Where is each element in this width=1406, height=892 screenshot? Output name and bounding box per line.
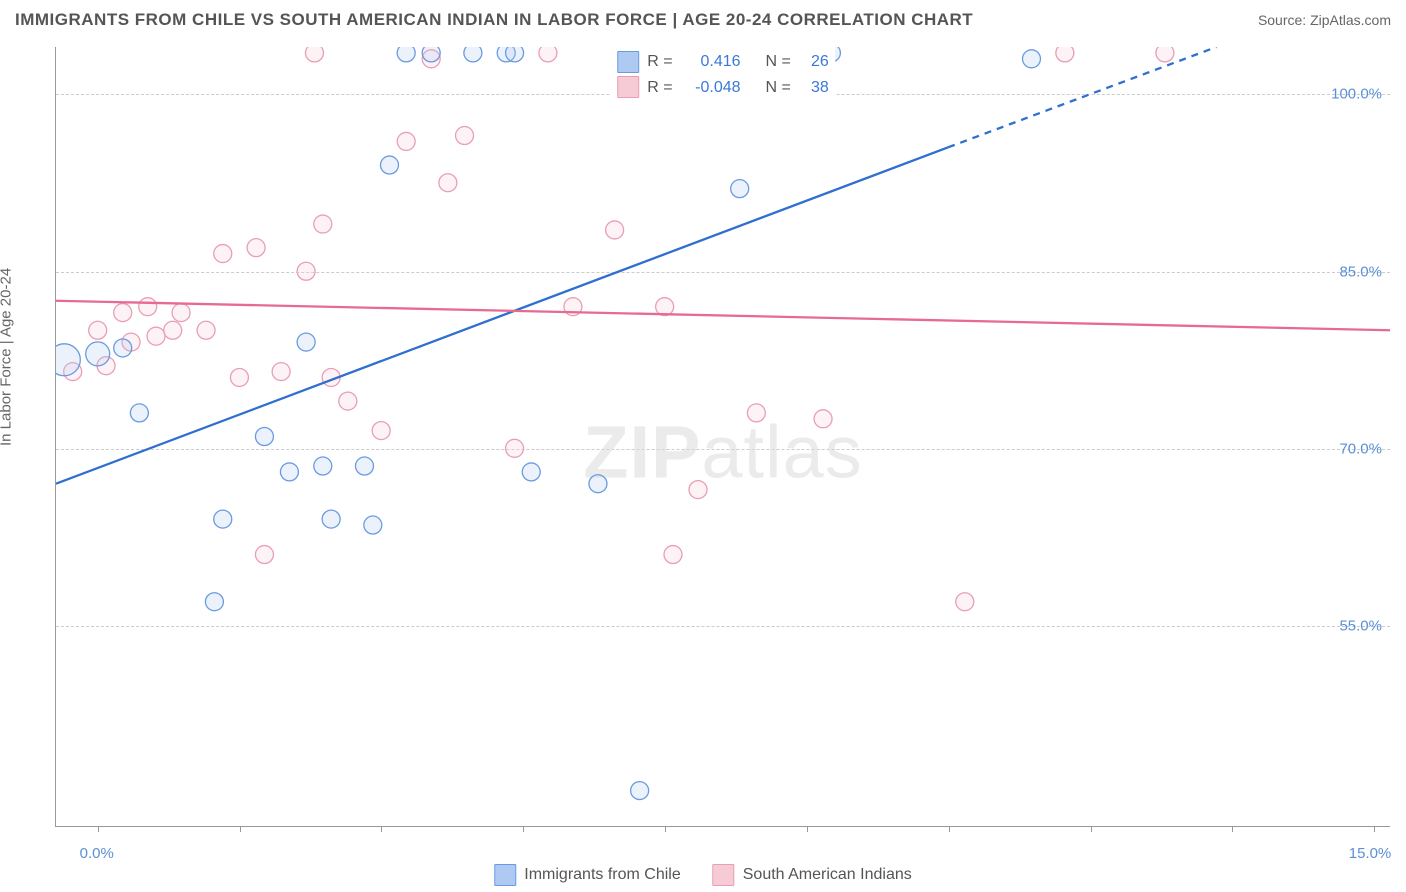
x-tick bbox=[949, 826, 950, 832]
sai-marker bbox=[247, 239, 265, 257]
sai-marker bbox=[372, 422, 390, 440]
sai-trend-line bbox=[56, 301, 1390, 331]
stats-row-sai: R = -0.048 N = 38 bbox=[617, 75, 829, 101]
sai-legend-swatch-icon bbox=[713, 864, 735, 886]
chile-marker bbox=[631, 782, 649, 800]
sai-marker bbox=[297, 262, 315, 280]
x-tick bbox=[240, 826, 241, 832]
sai-marker bbox=[439, 174, 457, 192]
chile-marker bbox=[314, 457, 332, 475]
chile-swatch-icon bbox=[617, 51, 639, 73]
x-tick bbox=[1232, 826, 1233, 832]
chile-marker bbox=[255, 428, 273, 446]
legend-item-sai: South American Indians bbox=[713, 864, 912, 886]
sai-marker bbox=[397, 132, 415, 150]
x-tick bbox=[665, 826, 666, 832]
x-tick bbox=[381, 826, 382, 832]
sai-marker bbox=[114, 304, 132, 322]
sai-marker bbox=[172, 304, 190, 322]
chile-marker bbox=[731, 180, 749, 198]
chile-marker bbox=[214, 510, 232, 528]
sai-marker bbox=[197, 321, 215, 339]
sai-marker bbox=[230, 368, 248, 386]
sai-marker bbox=[89, 321, 107, 339]
sai-legend-label: South American Indians bbox=[743, 866, 912, 884]
sai-marker bbox=[272, 363, 290, 381]
stat-r-label: R = bbox=[647, 49, 672, 75]
x-tick bbox=[1374, 826, 1375, 832]
chile-marker bbox=[1022, 50, 1040, 68]
correlation-stats-legend: R = 0.416 N = 26 R = -0.048 N = 38 bbox=[611, 47, 835, 102]
x-axis-end-label: 15.0% bbox=[1349, 845, 1392, 862]
chart-source: Source: ZipAtlas.com bbox=[1258, 12, 1391, 28]
sai-swatch-icon bbox=[617, 76, 639, 98]
sai-marker bbox=[1056, 47, 1074, 62]
stat-r-label-2: R = bbox=[647, 75, 672, 101]
chile-marker bbox=[114, 339, 132, 357]
x-axis-start-label: 0.0% bbox=[80, 845, 114, 862]
sai-marker bbox=[255, 546, 273, 564]
x-tick bbox=[1091, 826, 1092, 832]
stats-row-chile: R = 0.416 N = 26 bbox=[617, 49, 829, 75]
series-legend: Immigrants from Chile South American Ind… bbox=[494, 864, 911, 886]
chile-marker bbox=[86, 342, 110, 366]
chile-marker bbox=[506, 47, 524, 62]
sai-marker bbox=[956, 593, 974, 611]
chile-marker bbox=[464, 47, 482, 62]
sai-marker bbox=[747, 404, 765, 422]
stat-n-label-2: N = bbox=[765, 75, 790, 101]
chile-legend-swatch-icon bbox=[494, 864, 516, 886]
chile-marker bbox=[322, 510, 340, 528]
x-tick bbox=[98, 826, 99, 832]
sai-marker bbox=[506, 439, 524, 457]
sai-marker bbox=[147, 327, 165, 345]
sai-n-value: 38 bbox=[799, 75, 829, 101]
x-tick bbox=[523, 826, 524, 832]
chart-title: IMMIGRANTS FROM CHILE VS SOUTH AMERICAN … bbox=[15, 10, 973, 30]
sai-marker bbox=[305, 47, 323, 62]
sai-marker bbox=[539, 47, 557, 62]
chile-marker bbox=[381, 156, 399, 174]
sai-marker bbox=[664, 546, 682, 564]
chile-r-value: 0.416 bbox=[681, 49, 741, 75]
chart-svg bbox=[56, 47, 1390, 826]
chart-header: IMMIGRANTS FROM CHILE VS SOUTH AMERICAN … bbox=[15, 10, 1391, 30]
sai-marker bbox=[339, 392, 357, 410]
chile-marker bbox=[280, 463, 298, 481]
chile-marker bbox=[130, 404, 148, 422]
sai-marker bbox=[314, 215, 332, 233]
chile-marker bbox=[422, 47, 440, 62]
chile-marker bbox=[589, 475, 607, 493]
sai-marker bbox=[164, 321, 182, 339]
sai-marker bbox=[139, 298, 157, 316]
sai-marker bbox=[214, 245, 232, 263]
chile-marker bbox=[355, 457, 373, 475]
chile-n-value: 26 bbox=[799, 49, 829, 75]
chile-marker bbox=[364, 516, 382, 534]
stat-n-label: N = bbox=[765, 49, 790, 75]
sai-r-value: -0.048 bbox=[681, 75, 741, 101]
chile-marker bbox=[297, 333, 315, 351]
sai-marker bbox=[689, 481, 707, 499]
sai-marker bbox=[1156, 47, 1174, 62]
chile-marker bbox=[205, 593, 223, 611]
sai-marker bbox=[606, 221, 624, 239]
chile-marker bbox=[522, 463, 540, 481]
plot-area: ZIPatlas R = 0.416 N = 26 R = -0.048 N =… bbox=[55, 47, 1390, 827]
y-axis-title: In Labor Force | Age 20-24 bbox=[0, 268, 15, 446]
sai-marker bbox=[814, 410, 832, 428]
x-tick bbox=[807, 826, 808, 832]
legend-item-chile: Immigrants from Chile bbox=[494, 864, 680, 886]
chile-marker bbox=[397, 47, 415, 62]
chile-legend-label: Immigrants from Chile bbox=[524, 866, 680, 884]
chile-trend-line-extrapolated bbox=[948, 47, 1216, 147]
sai-marker bbox=[456, 127, 474, 145]
